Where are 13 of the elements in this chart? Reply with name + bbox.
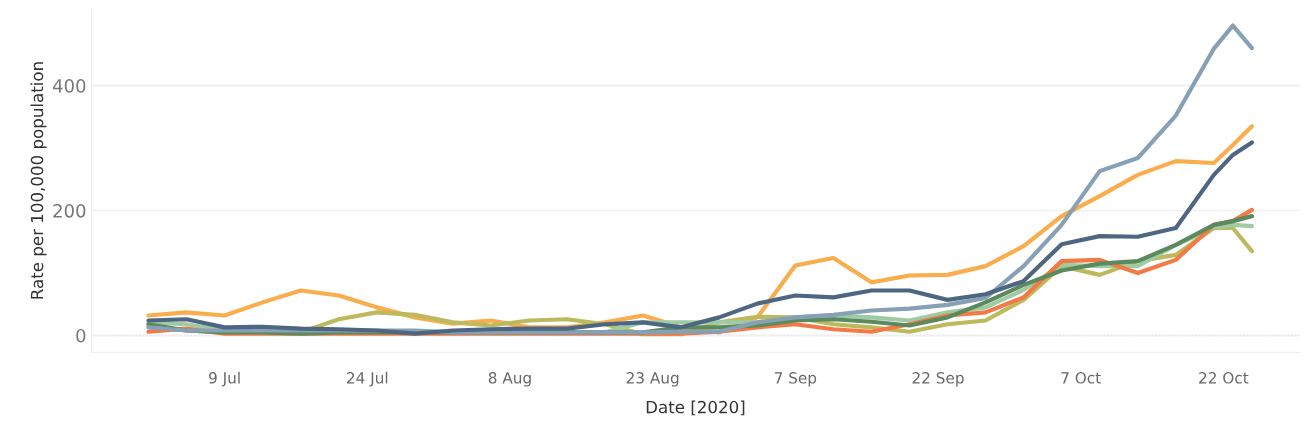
y-axis-title: Rate per 100,000 population bbox=[30, 62, 47, 299]
x-axis-title: Date [2020] bbox=[646, 400, 745, 416]
y-tick-label: 400 bbox=[52, 79, 86, 93]
y-tick-label: 200 bbox=[53, 203, 86, 218]
x-tick-label: 22 Oct bbox=[1199, 372, 1249, 384]
x-tick-label: 8 Aug bbox=[488, 372, 531, 387]
x-tick-label: 22 Sep bbox=[912, 372, 964, 387]
x-tick-label: 7 Sep bbox=[774, 372, 817, 387]
y-tick-label: 0 bbox=[76, 328, 86, 343]
x-tick-label: 24 Jul bbox=[347, 371, 388, 387]
x-tick-label: 7 Oct bbox=[1061, 372, 1101, 384]
x-tick-label: 9 Jul bbox=[209, 371, 240, 387]
x-tick-label: 23 Aug bbox=[626, 372, 679, 387]
